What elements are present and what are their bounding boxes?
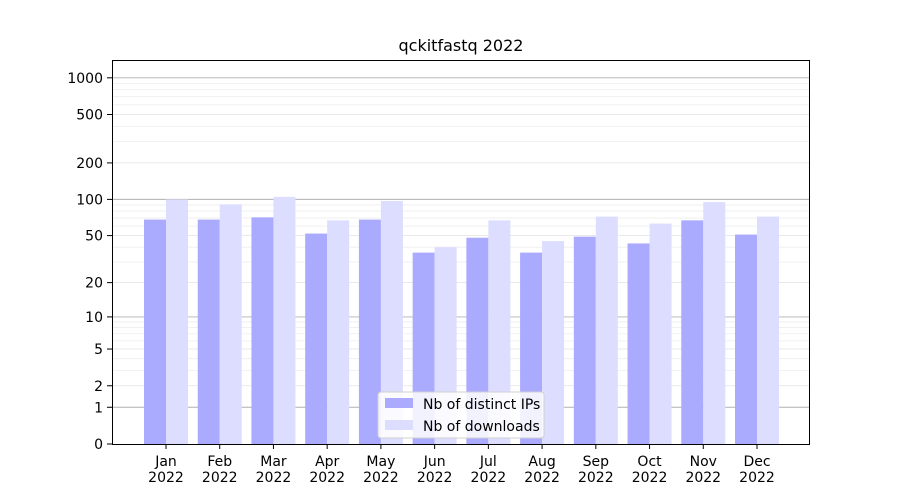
bar <box>144 219 166 444</box>
x-tick-label: May 2022 <box>363 454 399 486</box>
bar <box>327 220 350 444</box>
bar <box>197 219 220 444</box>
y-tick-label: 50 <box>85 229 103 245</box>
x-tick-label: Sep 2022 <box>578 454 614 486</box>
x-tick-label: Apr 2022 <box>309 454 345 486</box>
x-tick-label: Aug 2022 <box>524 454 560 486</box>
bar <box>542 241 565 444</box>
bar <box>703 202 726 444</box>
x-tick-label: Oct 2022 <box>632 454 668 486</box>
y-tick-label: 1000 <box>67 71 103 87</box>
legend-label: Nb of distinct IPs <box>423 397 540 413</box>
x-tick-label: Jun 2022 <box>417 454 453 486</box>
bar <box>573 236 596 444</box>
bar <box>166 199 188 444</box>
x-tick-label: Mar 2022 <box>256 454 292 486</box>
y-tick-label: 0 <box>94 437 103 453</box>
legend: Nb of distinct IPs Nb of downloads <box>377 391 545 439</box>
chart-title: qckitfastq 2022 <box>399 36 524 55</box>
x-tick-label: Jul 2022 <box>471 454 507 486</box>
bar <box>273 196 296 444</box>
x-axis: Jan 2022 Feb 2022 Mar 2022 Apr 2022 May 2022 Jun 20… <box>148 444 775 486</box>
bar <box>735 234 757 444</box>
bar <box>219 204 242 444</box>
x-tick-label: Feb 2022 <box>202 454 238 486</box>
legend-swatch <box>385 420 413 430</box>
plot-frame <box>112 60 810 445</box>
bar <box>305 233 328 444</box>
bar <box>595 216 618 444</box>
x-tick-label: Dec 2022 <box>739 454 775 486</box>
legend-box <box>377 391 545 439</box>
y-tick-label: 2 <box>94 379 103 395</box>
y-axis: 0 1 2 5 10 20 50 100 200 500 1000 <box>67 71 112 453</box>
y-tick-label: 100 <box>76 192 103 208</box>
bar <box>380 200 403 444</box>
y-tick-label: 500 <box>76 108 103 124</box>
y-tick-label: 5 <box>94 342 103 358</box>
y-tick-label: 20 <box>85 276 103 292</box>
x-tick-label: Jan 2022 <box>148 454 184 486</box>
legend-swatch <box>385 398 413 408</box>
bar <box>488 220 511 444</box>
bars <box>144 196 779 444</box>
bar <box>649 223 672 444</box>
y-tick-label: 10 <box>85 310 103 326</box>
bar <box>251 217 274 444</box>
bar <box>358 219 381 444</box>
y-tick-label: 1 <box>94 400 103 416</box>
bar <box>627 243 650 444</box>
legend-label: Nb of downloads <box>423 419 540 435</box>
bar <box>681 220 704 444</box>
bar <box>757 216 779 444</box>
y-tick-label: 200 <box>76 156 103 172</box>
x-tick-label: Nov 2022 <box>685 454 721 486</box>
